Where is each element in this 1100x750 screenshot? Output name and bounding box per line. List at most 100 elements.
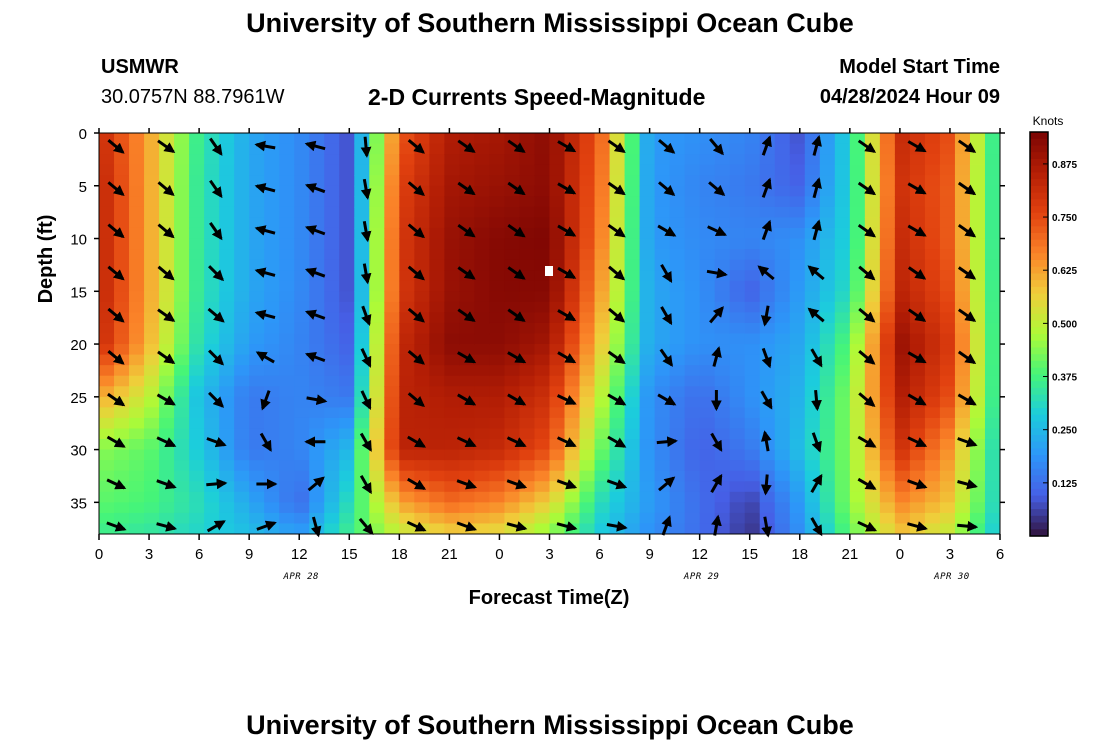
heatmap-cell [504,291,521,303]
heatmap-cell [894,238,911,250]
current-arrow [607,139,626,153]
heatmap-cell [504,333,521,345]
heatmap-cell [399,154,415,166]
heatmap-cell [189,206,205,219]
heatmap-cell [219,301,235,313]
heatmap-cell [789,491,806,503]
heatmap-cell [744,407,761,419]
heatmap-cell [99,428,115,440]
heatmap-cell [174,291,190,303]
heatmap-cell [189,301,205,313]
heatmap-cell [654,238,671,250]
heatmap-cell [144,322,160,335]
heatmap-cell [354,407,370,419]
heatmap-cell [789,280,806,292]
heatmap-cell [309,491,325,503]
heatmap-cell [534,143,551,155]
heatmap-cell [714,396,731,408]
heatmap-cell [924,227,941,240]
heatmap-cell [639,417,656,430]
heatmap-cell [894,354,911,366]
heatmap-cell [339,154,355,166]
heatmap-cell [534,344,551,356]
heatmap-cell [969,143,986,155]
current-arrow [360,221,372,243]
heatmap-cell [804,164,821,176]
heatmap-cell [699,354,716,366]
heatmap-cell [489,217,506,229]
heatmap-cell [369,280,385,292]
heatmap-cell [684,133,701,145]
heatmap-cell [894,270,911,282]
heatmap-cell [729,301,746,313]
current-arrows [106,135,979,538]
heatmap-cell [114,470,130,482]
current-arrow [254,140,276,152]
heatmap-cell [879,439,896,451]
heatmap-cell [699,154,716,166]
heatmap-cell [189,428,205,440]
heatmap-cell [819,185,836,197]
heatmap-cell [189,481,205,493]
heatmap-cell [159,259,175,271]
heatmap-cell [324,449,340,461]
current-arrow [407,435,427,448]
heatmap-cell [624,407,641,419]
current-arrow [107,307,125,323]
heatmap-cell [174,322,190,335]
heatmap-cell [489,428,506,440]
heatmap-cell [249,344,265,356]
heatmap-cell [744,206,761,219]
heatmap-cell [1000,492,1016,503]
heatmap-cell [324,196,340,208]
current-arrow [107,350,125,365]
heatmap-cell [834,470,851,482]
heatmap-cell [834,206,851,219]
current-arrow [607,181,626,196]
heatmap-cell [369,291,385,303]
heatmap-cell [819,175,836,187]
heatmap-cell [729,407,746,419]
heatmap-cell [924,365,941,377]
heatmap-cell [504,196,521,208]
heatmap-cell [369,333,385,345]
heatmap-cell [684,238,701,250]
heatmap-cell [729,154,746,166]
heatmap-cell [789,301,806,313]
heatmap-cell [369,502,385,514]
heatmap-cell [564,249,581,261]
heatmap-cell [294,512,310,525]
heatmap-cell [969,491,986,503]
heatmap-cell [534,481,551,493]
heatmap-cell [309,259,325,271]
x-tick-label: 21 [441,546,458,563]
heatmap-cell [984,396,1000,408]
heatmap-cell [489,439,506,451]
heatmap-cell [924,206,941,219]
heatmap-cell [339,301,355,313]
heatmap-cell [459,249,476,261]
heatmap-cell [804,491,821,503]
x-tick-label: 3 [545,546,553,563]
heatmap-cell [744,270,761,282]
heatmap-cell [129,344,145,356]
heatmap-cell [249,259,265,271]
heatmap-cell [594,259,611,271]
heatmap-cell [579,375,596,387]
heatmap-cell [459,133,476,145]
heatmap-cell [399,185,415,197]
current-arrow [857,223,877,238]
current-arrow [557,224,577,237]
y-axis-label: Depth (ft) [35,215,57,304]
colorbar-segment [1030,334,1048,342]
heatmap-cell [564,407,581,419]
heatmap-cell [729,312,746,324]
x-tick-label: 0 [896,546,904,563]
heatmap-cell [639,470,656,482]
heatmap-cell [129,407,145,419]
heatmap-cell [924,386,941,398]
heatmap-cell [249,333,265,345]
heatmap-cell [354,502,370,514]
colorbar-segment [1030,461,1048,470]
heatmap-cell [819,196,836,208]
